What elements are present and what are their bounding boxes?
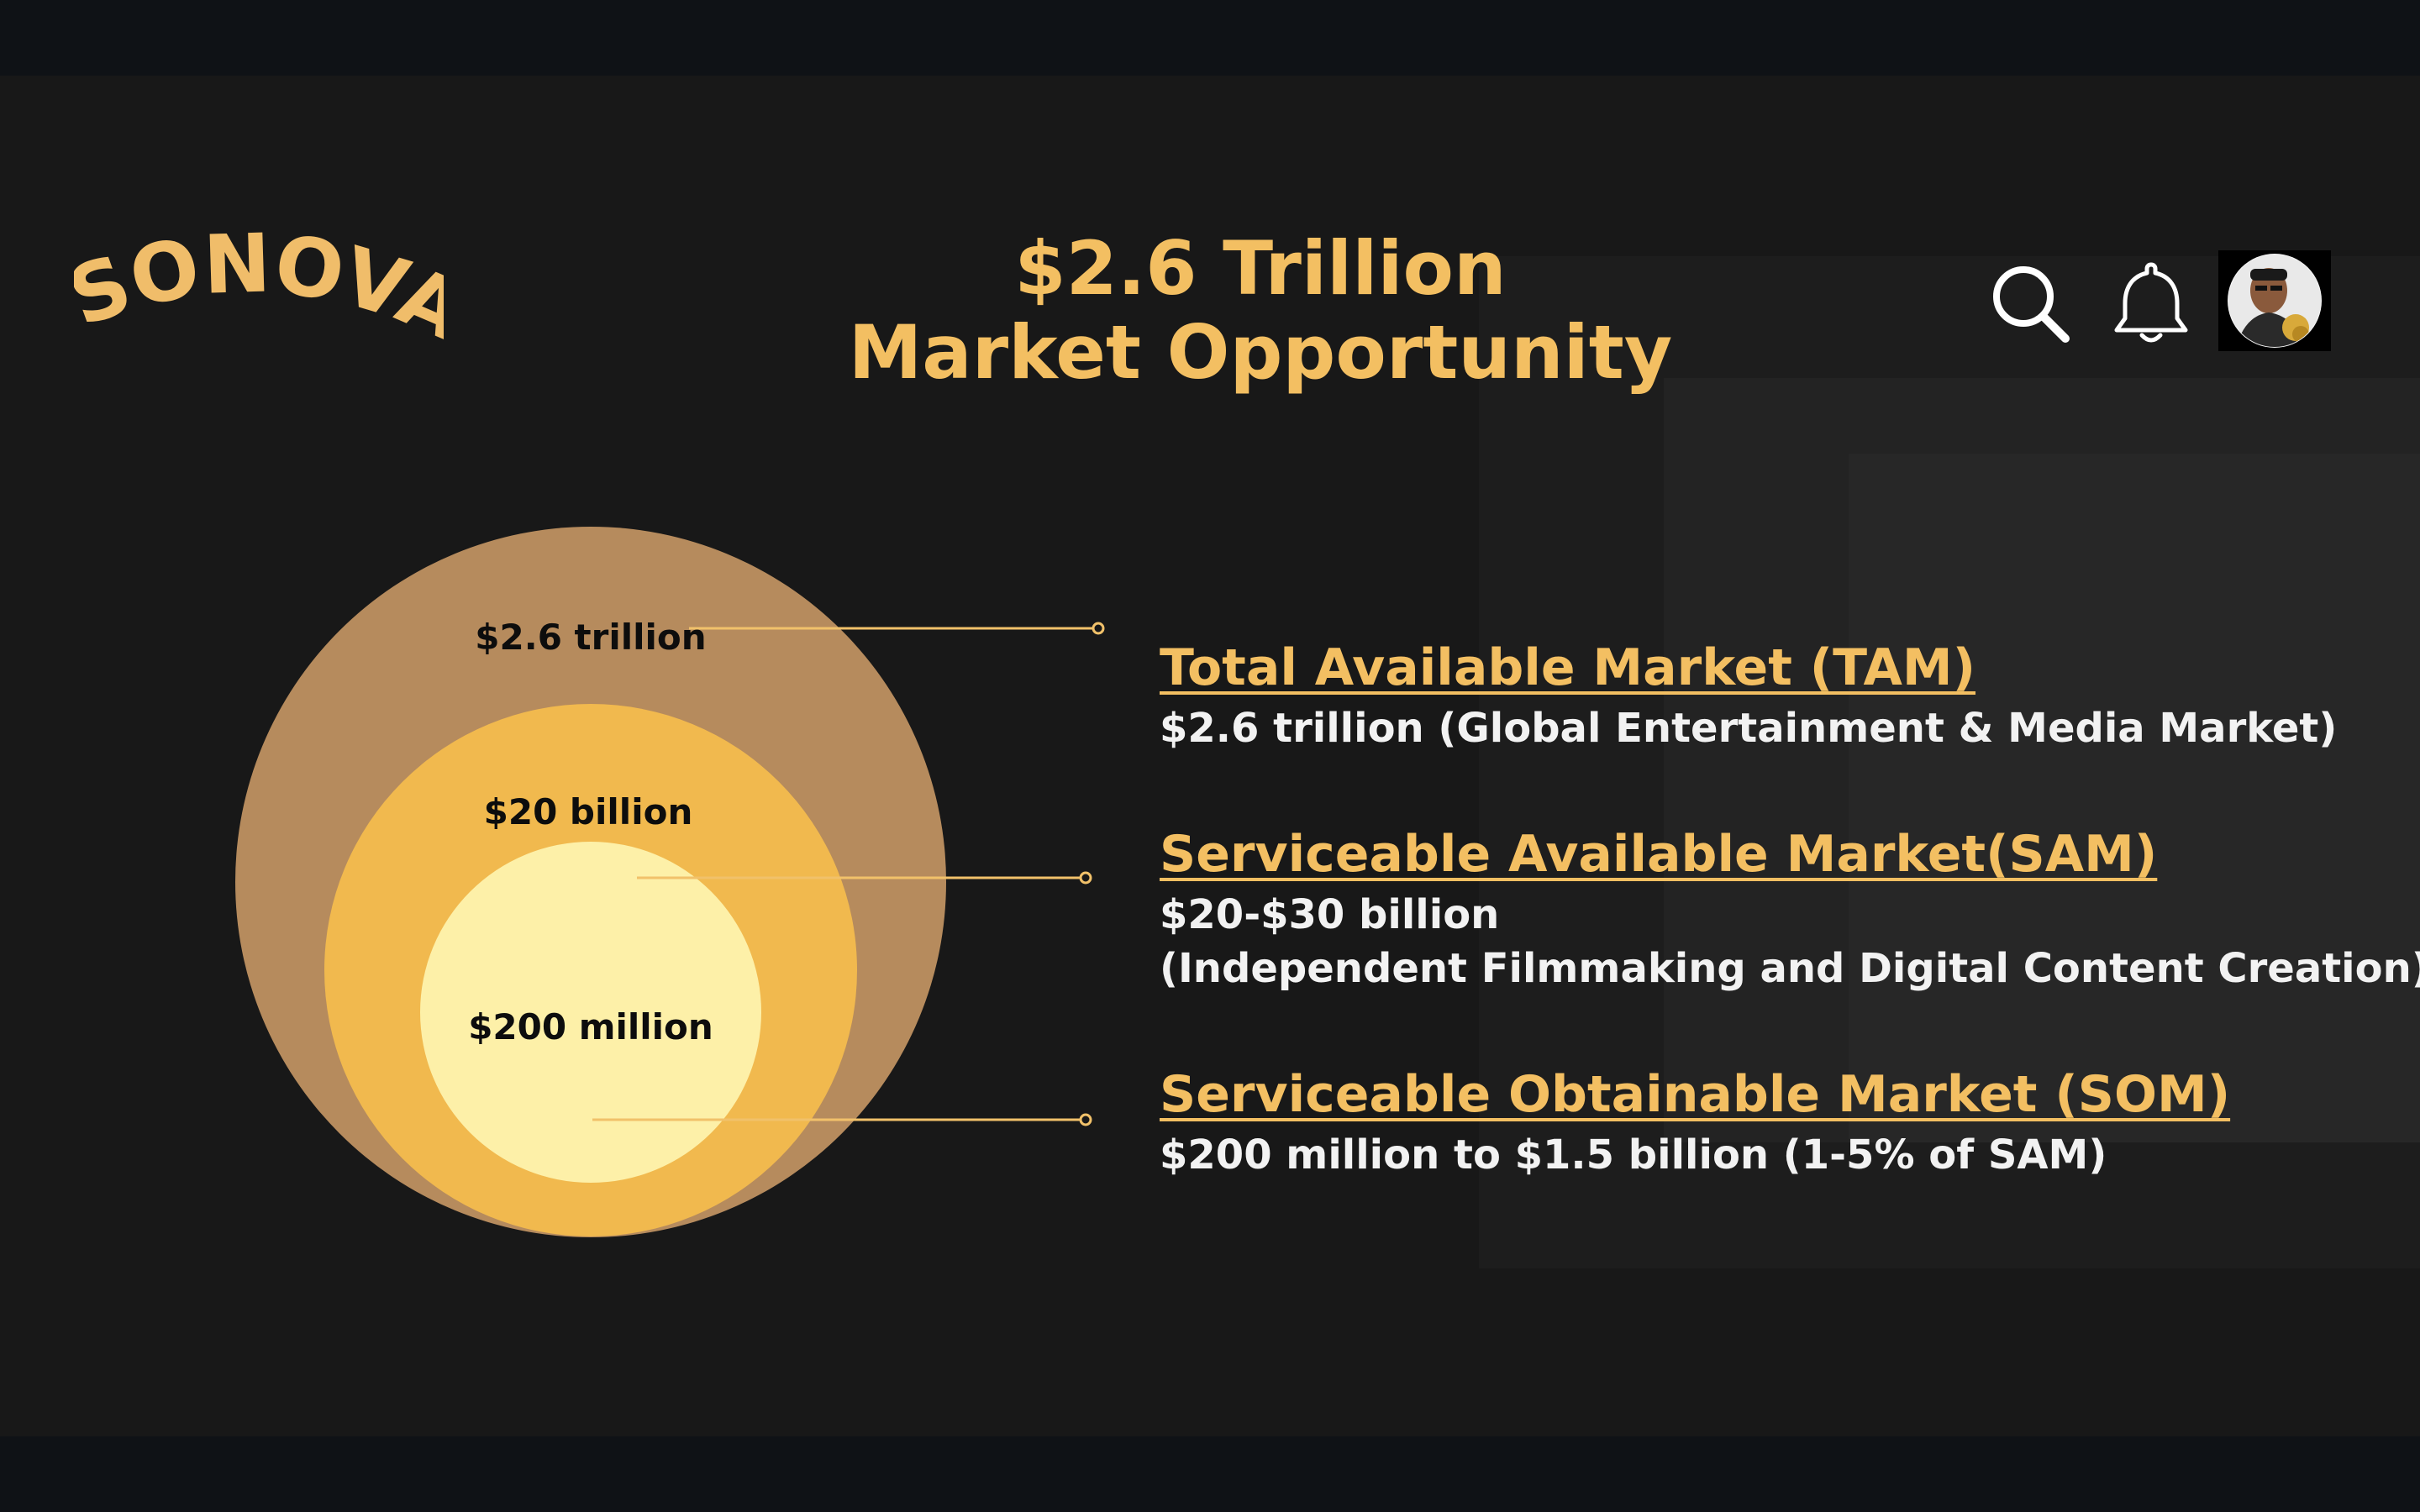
- sam-circle-label: $20 billion: [484, 791, 693, 832]
- som-section: Serviceable Obtainable Market (SOM) $200…: [1160, 1061, 2230, 1182]
- som-circle: [420, 842, 761, 1183]
- avatar: [2228, 254, 2322, 348]
- search-button[interactable]: [1983, 256, 2075, 349]
- sam-heading-link[interactable]: Serviceable Available Market(SAM): [1160, 825, 2158, 884]
- sonovate-logo: SONOVATE: [74, 202, 444, 353]
- tam-description: $2.6 trillion (Global Entertainment & Me…: [1160, 705, 2338, 752]
- sam-section: Serviceable Available Market(SAM) $20-$3…: [1160, 821, 2420, 995]
- title-line-2: Market Opportunity: [848, 309, 1673, 396]
- som-connector-dot: [1079, 1113, 1092, 1126]
- sam-connector-dot: [1079, 871, 1092, 885]
- title-line-1: $2.6 Trillion: [1014, 225, 1507, 312]
- som-description: $200 million to $1.5 billion (1-5% of SA…: [1160, 1131, 2107, 1179]
- notifications-button[interactable]: [2105, 256, 2197, 349]
- tam-circle-label: $2.6 trillion: [475, 617, 706, 658]
- page-title: $2.6 Trillion Market Opportunity: [756, 227, 1765, 395]
- tam-heading-link[interactable]: Total Available Market (TAM): [1160, 638, 1976, 697]
- user-avatar[interactable]: [2218, 250, 2331, 351]
- tam-section: Total Available Market (TAM) $2.6 trilli…: [1160, 634, 2337, 755]
- bottom-letterbox: [0, 1436, 2420, 1512]
- search-icon: [1993, 266, 2070, 343]
- som-circle-label: $200 million: [468, 1006, 713, 1047]
- tam-connector-dot: [1092, 622, 1105, 635]
- top-letterbox: [0, 0, 2420, 76]
- background-band: [1849, 454, 2420, 1142]
- som-heading-link[interactable]: Serviceable Obtainable Market (SOM): [1160, 1065, 2231, 1124]
- bell-icon: [2114, 262, 2188, 343]
- sam-description-line-1: $20-$30 billion: [1160, 891, 1500, 938]
- sam-description-line-2: (Independent Filmmaking and Digital Cont…: [1160, 945, 2420, 992]
- market-size-diagram: $2.6 trillion $20 billion $200 million: [235, 527, 1105, 1237]
- slide: SONOVATE $2.6 Trillion Market Opportunit…: [0, 76, 2420, 1436]
